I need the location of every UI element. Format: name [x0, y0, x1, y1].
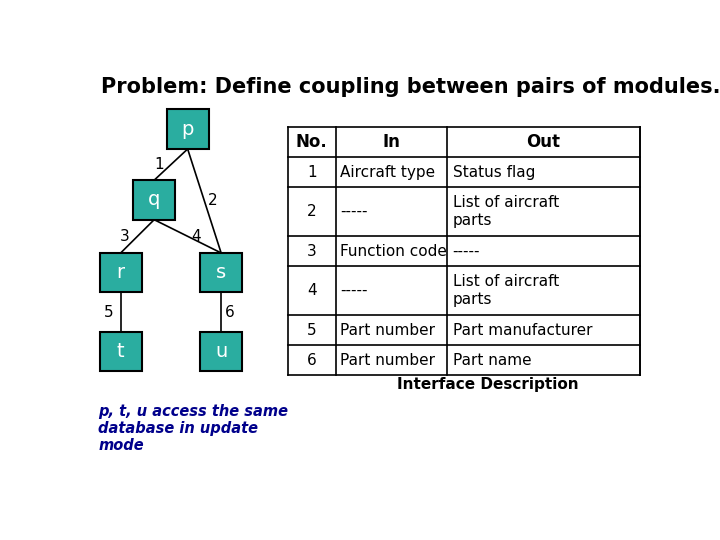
Text: 6: 6	[307, 353, 317, 368]
Text: Part number: Part number	[340, 322, 435, 338]
Text: 6: 6	[225, 305, 235, 320]
FancyBboxPatch shape	[133, 180, 175, 220]
FancyBboxPatch shape	[200, 253, 242, 293]
Text: -----: -----	[340, 204, 367, 219]
Text: Part number: Part number	[340, 353, 435, 368]
Text: Problem: Define coupling between pairs of modules.: Problem: Define coupling between pairs o…	[101, 77, 720, 97]
Text: -----: -----	[453, 244, 480, 259]
Text: Interface Description: Interface Description	[397, 377, 578, 392]
Text: 5: 5	[104, 305, 113, 320]
Text: t: t	[117, 342, 125, 361]
Text: Part name: Part name	[453, 353, 531, 368]
Text: Function code: Function code	[340, 244, 447, 259]
Text: s: s	[216, 263, 226, 282]
Text: p, t, u access the same
database in update
mode: p, t, u access the same database in upda…	[99, 404, 289, 454]
FancyBboxPatch shape	[100, 253, 142, 293]
FancyBboxPatch shape	[200, 332, 242, 372]
Text: u: u	[215, 342, 228, 361]
Text: 3: 3	[120, 229, 130, 244]
Text: Out: Out	[526, 133, 560, 151]
FancyBboxPatch shape	[100, 332, 142, 372]
Text: 2: 2	[307, 204, 317, 219]
Text: List of aircraft
parts: List of aircraft parts	[453, 274, 559, 307]
Text: No.: No.	[296, 133, 328, 151]
Text: p: p	[181, 120, 194, 139]
Text: 4: 4	[307, 283, 317, 298]
Text: 5: 5	[307, 322, 317, 338]
Text: 1: 1	[154, 157, 163, 172]
Text: Status flag: Status flag	[453, 165, 535, 180]
Text: In: In	[382, 133, 400, 151]
Text: 4: 4	[192, 229, 201, 244]
Text: Part manufacturer: Part manufacturer	[453, 322, 592, 338]
Text: 3: 3	[307, 244, 317, 259]
Text: Aircraft type: Aircraft type	[340, 165, 435, 180]
Text: q: q	[148, 191, 161, 210]
Text: List of aircraft
parts: List of aircraft parts	[453, 195, 559, 228]
Text: 2: 2	[208, 193, 217, 208]
Text: 1: 1	[307, 165, 317, 180]
Text: r: r	[117, 263, 125, 282]
Text: -----: -----	[340, 283, 367, 298]
FancyBboxPatch shape	[167, 110, 209, 149]
